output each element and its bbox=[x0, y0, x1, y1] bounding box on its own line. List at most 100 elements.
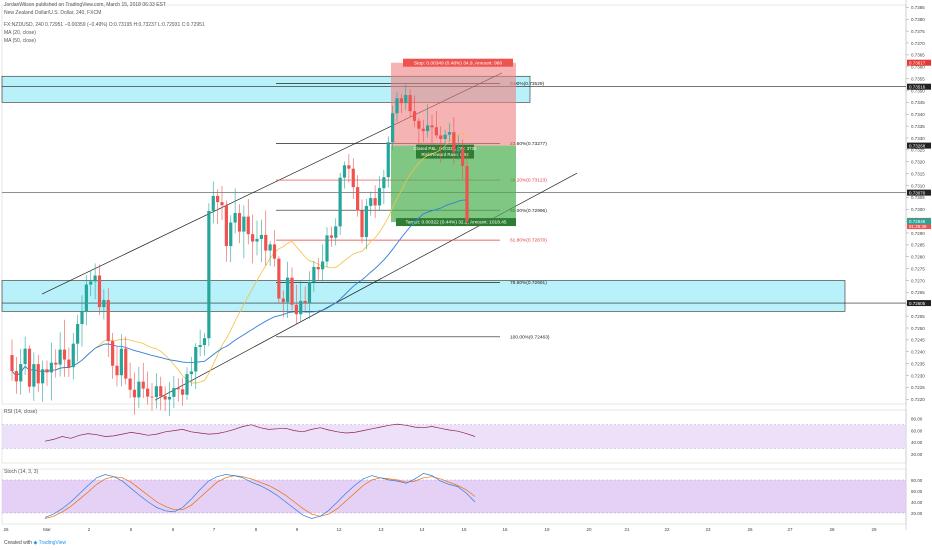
publish-line: JordanWilson published on TradingView.co… bbox=[4, 2, 166, 8]
y-tick-label: 0.7375 bbox=[911, 29, 925, 34]
candle-body bbox=[154, 386, 158, 398]
candle-body bbox=[246, 216, 250, 235]
x-tick-label: 26 bbox=[747, 527, 753, 532]
y-tick-label: 0.7280 bbox=[911, 255, 925, 260]
y-tick-label: 0.7250 bbox=[911, 326, 925, 331]
candle-body bbox=[351, 168, 355, 188]
tradingview-logo-icon: ◆ bbox=[33, 540, 38, 546]
x-tick-label: 28 bbox=[829, 527, 835, 532]
price-tag-bg bbox=[907, 189, 931, 196]
candle-body bbox=[456, 148, 460, 152]
candle-body bbox=[23, 348, 27, 365]
candle-body bbox=[399, 98, 403, 104]
candle-body bbox=[233, 213, 237, 223]
fib-level-label: 100.00%(0.72463) bbox=[510, 334, 550, 340]
candle-body bbox=[316, 266, 320, 270]
candle-body bbox=[299, 300, 303, 315]
y-tick-label: 0.7310 bbox=[911, 183, 925, 188]
candle-body bbox=[237, 213, 242, 232]
candle-body bbox=[377, 188, 382, 206]
footer-brand-name: TradingView bbox=[38, 540, 67, 546]
candle-body bbox=[417, 120, 421, 129]
stoch-legend[interactable]: Stoch (14, 3, 3) bbox=[4, 469, 39, 475]
candle-body bbox=[395, 98, 399, 114]
candle-body bbox=[434, 127, 438, 136]
candle-body bbox=[67, 359, 71, 368]
candle-body bbox=[163, 396, 167, 400]
candle-body bbox=[286, 277, 290, 303]
candle-body bbox=[360, 210, 364, 238]
ma20-legend[interactable]: MA (20, close) bbox=[4, 30, 36, 36]
x-tick-label: 22 bbox=[664, 527, 670, 532]
candle-body bbox=[159, 386, 163, 397]
candle-body bbox=[49, 362, 53, 373]
candle-body bbox=[465, 166, 469, 221]
price-tag-bg bbox=[907, 142, 931, 149]
candle-body bbox=[41, 369, 45, 384]
x-tick-label: 19 bbox=[544, 527, 550, 532]
candle-body bbox=[421, 128, 425, 132]
price-tag-bg bbox=[907, 83, 931, 90]
candle-body bbox=[84, 284, 88, 312]
stoch-d-line bbox=[44, 475, 476, 519]
candle-body bbox=[251, 234, 255, 242]
candle-body bbox=[447, 132, 452, 135]
candle-body bbox=[364, 205, 368, 238]
candle-body bbox=[102, 299, 106, 308]
ma50-legend[interactable]: MA (50, close) bbox=[4, 38, 36, 44]
candle-body bbox=[382, 177, 386, 189]
candle-body bbox=[220, 202, 224, 206]
price-tag-bg bbox=[907, 300, 931, 307]
fib-level-label: 50.00%(0.72996) bbox=[510, 208, 547, 214]
y-tick-label: 0.7290 bbox=[911, 231, 925, 236]
x-tick-label: 23 bbox=[705, 527, 711, 532]
candle-body bbox=[132, 389, 137, 398]
price-tag-label: 01:26:39 bbox=[909, 224, 927, 229]
candle-body bbox=[176, 388, 180, 390]
fib-level-label: 38.20%(0.73123) bbox=[510, 178, 547, 184]
candle-body bbox=[443, 134, 447, 139]
candle-body bbox=[36, 364, 40, 384]
candle-body bbox=[452, 132, 456, 152]
rsi-legend[interactable]: RSI (14, close) bbox=[4, 409, 38, 415]
candle-body bbox=[45, 369, 49, 373]
candle-body bbox=[329, 235, 333, 238]
stop-label: Stop: 0.00349 (0.48%) 34.9, Amount: 980 bbox=[414, 60, 503, 66]
price-tag-bg bbox=[907, 218, 931, 225]
y-tick-label: 0.7350 bbox=[911, 88, 925, 93]
candle-body bbox=[259, 234, 263, 239]
x-tick-label: 12 bbox=[336, 527, 342, 532]
y-tick-label: 0.7255 bbox=[911, 314, 925, 319]
candle-body bbox=[141, 381, 145, 389]
candle-body bbox=[54, 362, 58, 365]
x-tick-label: 21 bbox=[624, 527, 630, 532]
candle-body bbox=[294, 304, 298, 315]
y-tick-label: 0.7370 bbox=[911, 41, 925, 46]
candle-body bbox=[264, 234, 268, 251]
rsi-tick-label: 80.00 bbox=[911, 417, 923, 422]
y-tick-label: 0.7345 bbox=[911, 100, 925, 105]
candle-body bbox=[76, 323, 80, 344]
symbol-title: New Zealand Dollar/U.S. Dollar, 240, FXC… bbox=[4, 10, 102, 16]
candle-body bbox=[229, 222, 233, 247]
rsi-line bbox=[44, 423, 476, 442]
rsi-tick-label: 60.00 bbox=[911, 428, 923, 433]
candle-body bbox=[185, 374, 189, 395]
candle-body bbox=[93, 275, 97, 282]
candle-body bbox=[124, 348, 128, 379]
candle-body bbox=[194, 347, 198, 372]
x-tick-label: 7 bbox=[213, 527, 216, 532]
candle-body bbox=[89, 281, 93, 285]
y-tick-label: 0.7300 bbox=[911, 207, 925, 212]
candle-body bbox=[391, 113, 395, 143]
y-tick-label: 0.7245 bbox=[911, 338, 925, 343]
candle-body bbox=[356, 187, 360, 211]
fib-level-label: 23.60%(0.73277) bbox=[510, 141, 547, 147]
y-tick-label: 0.7330 bbox=[911, 136, 925, 141]
x-tick-label: 14 bbox=[419, 527, 425, 532]
candle-body bbox=[19, 364, 23, 382]
candle-body bbox=[303, 300, 307, 304]
stoch-tick-label: 20.00 bbox=[911, 511, 923, 516]
candle-body bbox=[27, 348, 32, 387]
